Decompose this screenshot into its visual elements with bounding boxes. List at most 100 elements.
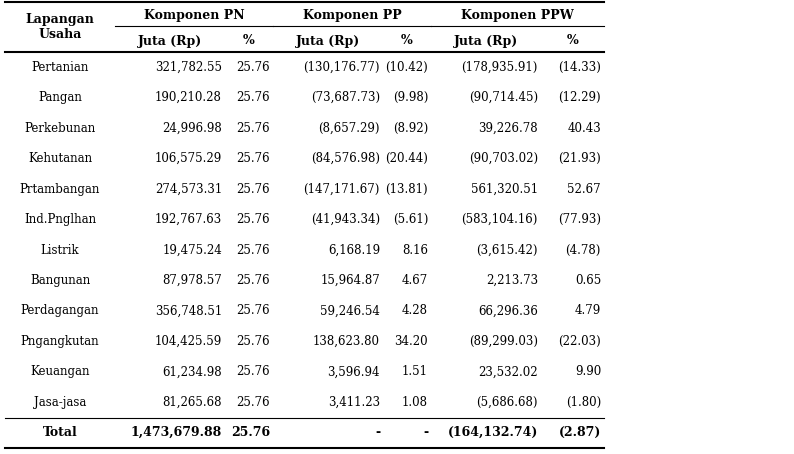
- Text: (89,299.03): (89,299.03): [469, 335, 538, 348]
- Text: Pangan: Pangan: [38, 91, 82, 104]
- Text: 25.76: 25.76: [237, 243, 270, 257]
- Text: Juta (Rp): Juta (Rp): [296, 35, 360, 48]
- Text: Juta (Rp): Juta (Rp): [454, 35, 518, 48]
- Text: 25.76: 25.76: [237, 274, 270, 287]
- Text: (164,132.74): (164,132.74): [448, 426, 538, 439]
- Text: 24,996.98: 24,996.98: [162, 122, 222, 135]
- Text: 3,411.23: 3,411.23: [328, 396, 380, 409]
- Text: Komponen PP: Komponen PP: [303, 10, 402, 23]
- Text: 25.76: 25.76: [237, 365, 270, 378]
- Text: Kehutanan: Kehutanan: [28, 152, 92, 165]
- Text: %: %: [401, 35, 413, 48]
- Text: 25.76: 25.76: [237, 396, 270, 409]
- Text: (147,171.67): (147,171.67): [303, 183, 380, 196]
- Text: 25.76: 25.76: [237, 213, 270, 226]
- Text: (4.78): (4.78): [565, 243, 601, 257]
- Text: (73,687.73): (73,687.73): [311, 91, 380, 104]
- Text: Prtambangan: Prtambangan: [20, 183, 100, 196]
- Text: 8.16: 8.16: [402, 243, 428, 257]
- Text: (14.33): (14.33): [558, 61, 601, 74]
- Text: %: %: [567, 35, 578, 48]
- Text: (22.03): (22.03): [558, 335, 601, 348]
- Text: 81,265.68: 81,265.68: [163, 396, 222, 409]
- Text: -: -: [375, 426, 380, 439]
- Text: 25.76: 25.76: [237, 61, 270, 74]
- Text: Juta (Rp): Juta (Rp): [138, 35, 202, 48]
- Text: Bangunan: Bangunan: [30, 274, 91, 287]
- Text: Ind.Pnglhan: Ind.Pnglhan: [24, 213, 96, 226]
- Text: (10.42): (10.42): [385, 61, 428, 74]
- Text: 0.65: 0.65: [575, 274, 601, 287]
- Text: (583,104.16): (583,104.16): [461, 213, 538, 226]
- Text: 25.76: 25.76: [237, 122, 270, 135]
- Text: 87,978.57: 87,978.57: [162, 274, 222, 287]
- Text: Pngangkutan: Pngangkutan: [21, 335, 99, 348]
- Text: 4.28: 4.28: [402, 305, 428, 317]
- Text: 1.51: 1.51: [402, 365, 428, 378]
- Text: (9.98): (9.98): [392, 91, 428, 104]
- Text: (130,176.77): (130,176.77): [303, 61, 380, 74]
- Text: 106,575.29: 106,575.29: [155, 152, 222, 165]
- Text: 61,234.98: 61,234.98: [163, 365, 222, 378]
- Text: 25.76: 25.76: [237, 305, 270, 317]
- Text: (5.61): (5.61): [392, 213, 428, 226]
- Text: 15,964.87: 15,964.87: [320, 274, 380, 287]
- Text: Perdagangan: Perdagangan: [21, 305, 99, 317]
- Text: 4.67: 4.67: [402, 274, 428, 287]
- Text: 138,623.80: 138,623.80: [313, 335, 380, 348]
- Text: 321,782.55: 321,782.55: [155, 61, 222, 74]
- Text: 19,475.24: 19,475.24: [162, 243, 222, 257]
- Text: 59,246.54: 59,246.54: [320, 305, 380, 317]
- Text: %: %: [243, 35, 255, 48]
- Text: 34.20: 34.20: [395, 335, 428, 348]
- Text: (5,686.68): (5,686.68): [476, 396, 538, 409]
- Text: 52.67: 52.67: [568, 183, 601, 196]
- Text: 9.90: 9.90: [575, 365, 601, 378]
- Text: 23,532.02: 23,532.02: [478, 365, 538, 378]
- Text: (8,657.29): (8,657.29): [318, 122, 380, 135]
- Text: (90,714.45): (90,714.45): [469, 91, 538, 104]
- Text: Komponen PN: Komponen PN: [144, 10, 245, 23]
- Text: Jasa-jasa: Jasa-jasa: [34, 396, 87, 409]
- Text: 192,767.63: 192,767.63: [155, 213, 222, 226]
- Text: 39,226.78: 39,226.78: [478, 122, 538, 135]
- Text: 25.76: 25.76: [237, 335, 270, 348]
- Text: (21.93): (21.93): [558, 152, 601, 165]
- Text: Keuangan: Keuangan: [30, 365, 90, 378]
- Text: (8.92): (8.92): [393, 122, 428, 135]
- Text: 25.76: 25.76: [231, 426, 270, 439]
- Text: 104,425.59: 104,425.59: [155, 335, 222, 348]
- Text: 66,296.36: 66,296.36: [478, 305, 538, 317]
- Text: (90,703.02): (90,703.02): [469, 152, 538, 165]
- Text: 561,320.51: 561,320.51: [471, 183, 538, 196]
- Text: 40.43: 40.43: [567, 122, 601, 135]
- Text: (3,615.42): (3,615.42): [476, 243, 538, 257]
- Text: Total: Total: [43, 426, 77, 439]
- Text: 1,473,679.88: 1,473,679.88: [131, 426, 222, 439]
- Text: 25.76: 25.76: [237, 91, 270, 104]
- Text: 6,168.19: 6,168.19: [328, 243, 380, 257]
- Text: (77.93): (77.93): [558, 213, 601, 226]
- Text: 190,210.28: 190,210.28: [155, 91, 222, 104]
- Text: (178,935.91): (178,935.91): [461, 61, 538, 74]
- Text: Pertanian: Pertanian: [31, 61, 89, 74]
- Text: 1.08: 1.08: [402, 396, 428, 409]
- Text: Perkebunan: Perkebunan: [25, 122, 95, 135]
- Text: 25.76: 25.76: [237, 152, 270, 165]
- Text: -: -: [423, 426, 428, 439]
- Text: (2.87): (2.87): [559, 426, 601, 439]
- Text: (20.44): (20.44): [385, 152, 428, 165]
- Text: (41,943.34): (41,943.34): [311, 213, 380, 226]
- Text: 356,748.51: 356,748.51: [155, 305, 222, 317]
- Text: 25.76: 25.76: [237, 183, 270, 196]
- Text: (1.80): (1.80): [566, 396, 601, 409]
- Text: (84,576.98): (84,576.98): [311, 152, 380, 165]
- Text: 274,573.31: 274,573.31: [155, 183, 222, 196]
- Text: Listrik: Listrik: [40, 243, 79, 257]
- Text: 3,596.94: 3,596.94: [327, 365, 380, 378]
- Text: Komponen PPW: Komponen PPW: [461, 10, 574, 23]
- Text: Lapangan
Usaha: Lapangan Usaha: [25, 13, 94, 41]
- Text: 2,213.73: 2,213.73: [486, 274, 538, 287]
- Text: 4.79: 4.79: [575, 305, 601, 317]
- Text: (12.29): (12.29): [558, 91, 601, 104]
